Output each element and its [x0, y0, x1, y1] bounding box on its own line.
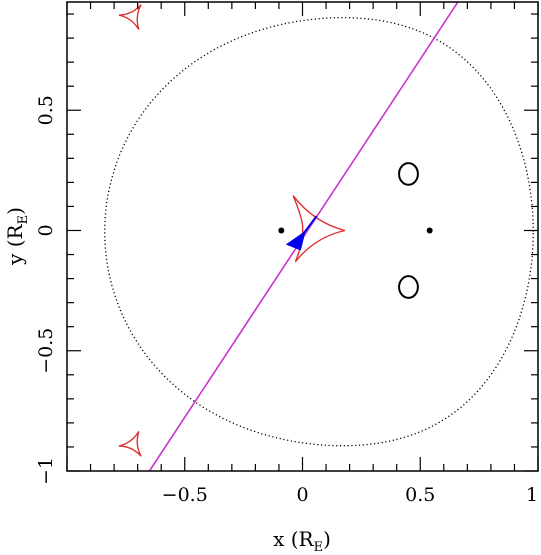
critical-curve: [104, 16, 534, 447]
planetary-caustic-top: [118, 4, 142, 30]
x-tick-label: 0: [296, 484, 308, 506]
source-track-segment: [298, 215, 318, 240]
y-tick-label: −1: [35, 457, 57, 485]
central-caustic: [292, 195, 346, 263]
y-tick-label: −0.5: [35, 328, 57, 374]
y-tick-label: 0.5: [35, 95, 57, 125]
y-tick-label: 0: [35, 224, 57, 236]
x-tick-label: −0.5: [162, 484, 208, 506]
lens-point-secondary: [426, 227, 433, 234]
x-tick-label: 0.5: [405, 484, 435, 506]
source-trajectory-line: [148, 2, 459, 471]
y-axis-label: y (RE): [3, 207, 31, 266]
lens-point-primary: [278, 227, 285, 234]
x-axis-label: x (RE): [273, 527, 331, 555]
image-ellipse-top: [398, 162, 419, 186]
x-tick-label: 1: [526, 484, 538, 506]
image-ellipse-bottom: [398, 275, 419, 299]
planetary-caustic-bottom: [118, 431, 142, 457]
axis-ticks: [66, 2, 539, 472]
